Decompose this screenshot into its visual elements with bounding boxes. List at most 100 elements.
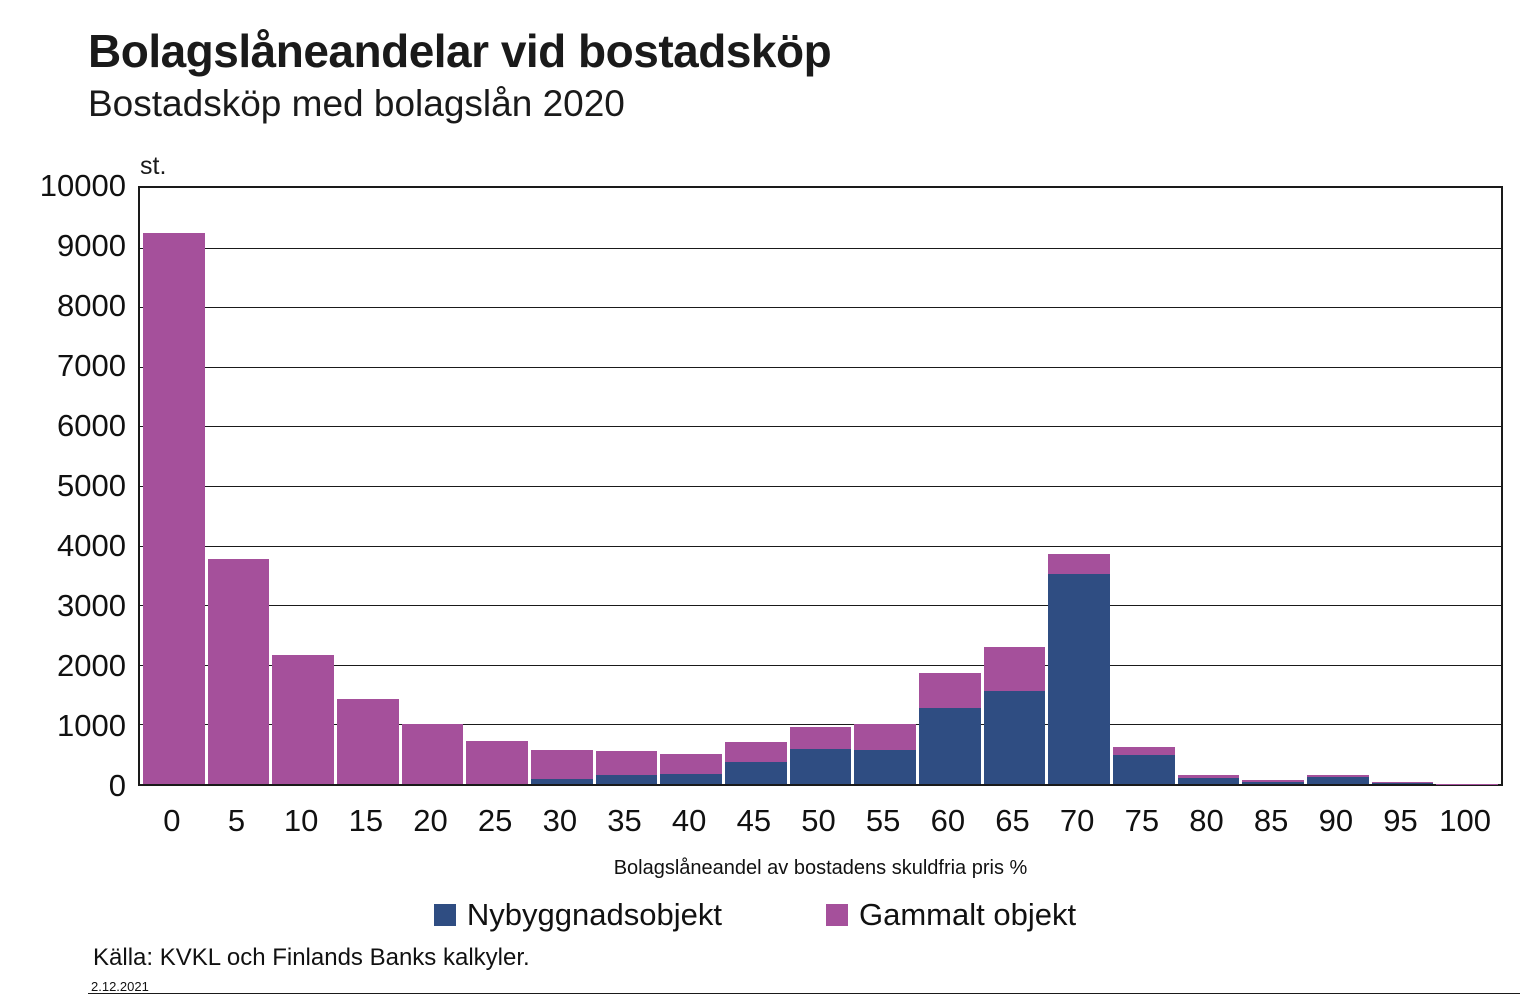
bar-segment-old-50 <box>789 726 852 750</box>
bar-stack-90 <box>1307 188 1369 784</box>
plot-area <box>138 186 1503 786</box>
bar-stack-95 <box>1371 188 1434 784</box>
footer-divider <box>88 993 1520 994</box>
bar-segment-old-80 <box>1177 774 1240 779</box>
x-tick-label-65: 65 <box>995 803 1030 838</box>
x-tick-label-35: 35 <box>607 803 642 838</box>
x-tick-label-55: 55 <box>865 803 901 838</box>
legend-label: Gammalt objekt <box>858 897 1077 932</box>
bar-segment-new-85 <box>1242 782 1304 784</box>
source-note: Källa: KVKL och Finlands Banks kalkyler. <box>93 944 530 971</box>
gridline <box>140 366 1501 368</box>
bar-stack-40 <box>660 188 722 784</box>
bar-stack-0 <box>143 188 205 784</box>
gridline <box>140 545 1501 547</box>
bar-segment-old-85 <box>1242 780 1304 783</box>
x-tick-label-30: 30 <box>542 803 578 838</box>
bar-stack-85 <box>1242 188 1304 784</box>
bar-segment-new-65 <box>983 691 1046 784</box>
bar-segment-new-75 <box>1113 754 1175 784</box>
bar-segment-old-20 <box>401 724 464 784</box>
legend-swatch-icon <box>433 904 456 926</box>
y-tick-label-6000: 6000 <box>57 408 126 443</box>
gridline <box>140 486 1501 487</box>
x-tick-label-80: 80 <box>1189 803 1224 838</box>
x-tick-label-15: 15 <box>348 803 384 838</box>
x-tick-label-60: 60 <box>930 803 966 838</box>
bar-segment-new-95 <box>1371 783 1434 784</box>
bar-segment-old-60 <box>919 673 981 708</box>
bar-stack-55 <box>854 188 916 784</box>
legend-item: Gammalt objekt <box>825 897 1077 933</box>
bar-stack-10 <box>272 188 334 784</box>
bar-segment-new-40 <box>660 773 722 784</box>
y-tick-label-4000: 4000 <box>57 528 126 563</box>
y-tick-label-9000: 9000 <box>57 228 126 263</box>
x-tick-label-40: 40 <box>671 803 707 838</box>
bar-stack-65 <box>983 188 1046 784</box>
gridline <box>140 664 1501 666</box>
bar-stack-20 <box>401 188 464 784</box>
x-axis-title: Bolagslåneandel av bostadens skuldfria p… <box>613 857 1028 879</box>
bar-segment-old-0 <box>143 232 205 784</box>
gridline <box>140 307 1501 309</box>
bar-segment-old-30 <box>531 750 593 780</box>
y-axis-unit-label: st. <box>140 152 167 180</box>
x-tick-label-70: 70 <box>1059 803 1095 838</box>
y-tick-label-1000: 1000 <box>57 708 126 743</box>
x-tick-label-100: 100 <box>1439 803 1492 838</box>
bar-segment-old-90 <box>1307 775 1369 777</box>
bar-segment-new-30 <box>531 779 593 784</box>
bar-stack-25 <box>466 188 528 784</box>
x-tick-label-85: 85 <box>1253 803 1289 838</box>
bar-segment-old-45 <box>725 741 787 762</box>
y-tick-label-10000: 10000 <box>39 168 126 203</box>
x-tick-label-0: 0 <box>163 803 181 838</box>
y-tick-label-5000: 5000 <box>57 468 126 503</box>
x-tick-label-5: 5 <box>227 803 246 838</box>
bar-segment-old-5 <box>207 558 270 784</box>
bar-series <box>140 188 1501 784</box>
bar-segment-old-35 <box>595 750 658 775</box>
bar-stack-15 <box>337 188 399 784</box>
bar-stack-30 <box>531 188 593 784</box>
legend: Nybyggnadsobjekt Gammalt objekt <box>0 897 1510 933</box>
x-tick-label-75: 75 <box>1124 803 1160 838</box>
chart-subtitle: Bostadsköp med bolagslån 2020 <box>88 83 625 124</box>
bar-stack-35 <box>595 188 658 784</box>
bar-segment-new-60 <box>919 707 981 784</box>
y-tick-label-8000: 8000 <box>57 288 126 323</box>
bar-stack-80 <box>1177 188 1240 784</box>
bar-segment-old-40 <box>660 754 722 774</box>
bar-stack-100 <box>1436 188 1498 784</box>
bar-stack-45 <box>725 188 787 784</box>
x-tick-label-10: 10 <box>283 803 319 838</box>
bar-stack-50 <box>789 188 852 784</box>
x-tick-label-50: 50 <box>801 803 836 838</box>
bar-segment-new-50 <box>789 749 852 784</box>
legend-swatch-icon <box>825 904 848 926</box>
bar-segment-new-70 <box>1048 573 1110 784</box>
x-tick-label-90: 90 <box>1318 803 1354 838</box>
bar-segment-old-75 <box>1113 747 1175 755</box>
bar-segment-new-45 <box>725 761 787 784</box>
bar-stack-70 <box>1048 188 1110 784</box>
x-axis-tick-labels: 0 5 10 15 20 25 30 35 40 45 50 55 60 65 70 75 80 85 90 95 10… <box>138 803 1503 845</box>
legend-item: Nybyggnadsobjekt <box>433 897 722 933</box>
gridline <box>140 724 1501 726</box>
y-axis-tick-labels: 10000 9000 8000 7000 6000 5000 4000 3000 2000 100… <box>0 169 126 803</box>
bar-segment-old-65 <box>983 647 1046 692</box>
bar-stack-60 <box>919 188 981 784</box>
bar-segment-new-80 <box>1177 778 1240 784</box>
gridline <box>140 247 1501 249</box>
y-tick-label-0: 0 <box>108 768 126 803</box>
gridline <box>140 605 1501 607</box>
bar-segment-old-25 <box>466 741 528 784</box>
y-tick-label-7000: 7000 <box>57 348 126 383</box>
y-tick-label-3000: 3000 <box>57 588 126 623</box>
date-note: 2.12.2021 <box>91 979 149 994</box>
bar-segment-old-70 <box>1048 554 1110 574</box>
y-tick-label-2000: 2000 <box>57 648 126 683</box>
bar-stack-75 <box>1113 188 1175 784</box>
